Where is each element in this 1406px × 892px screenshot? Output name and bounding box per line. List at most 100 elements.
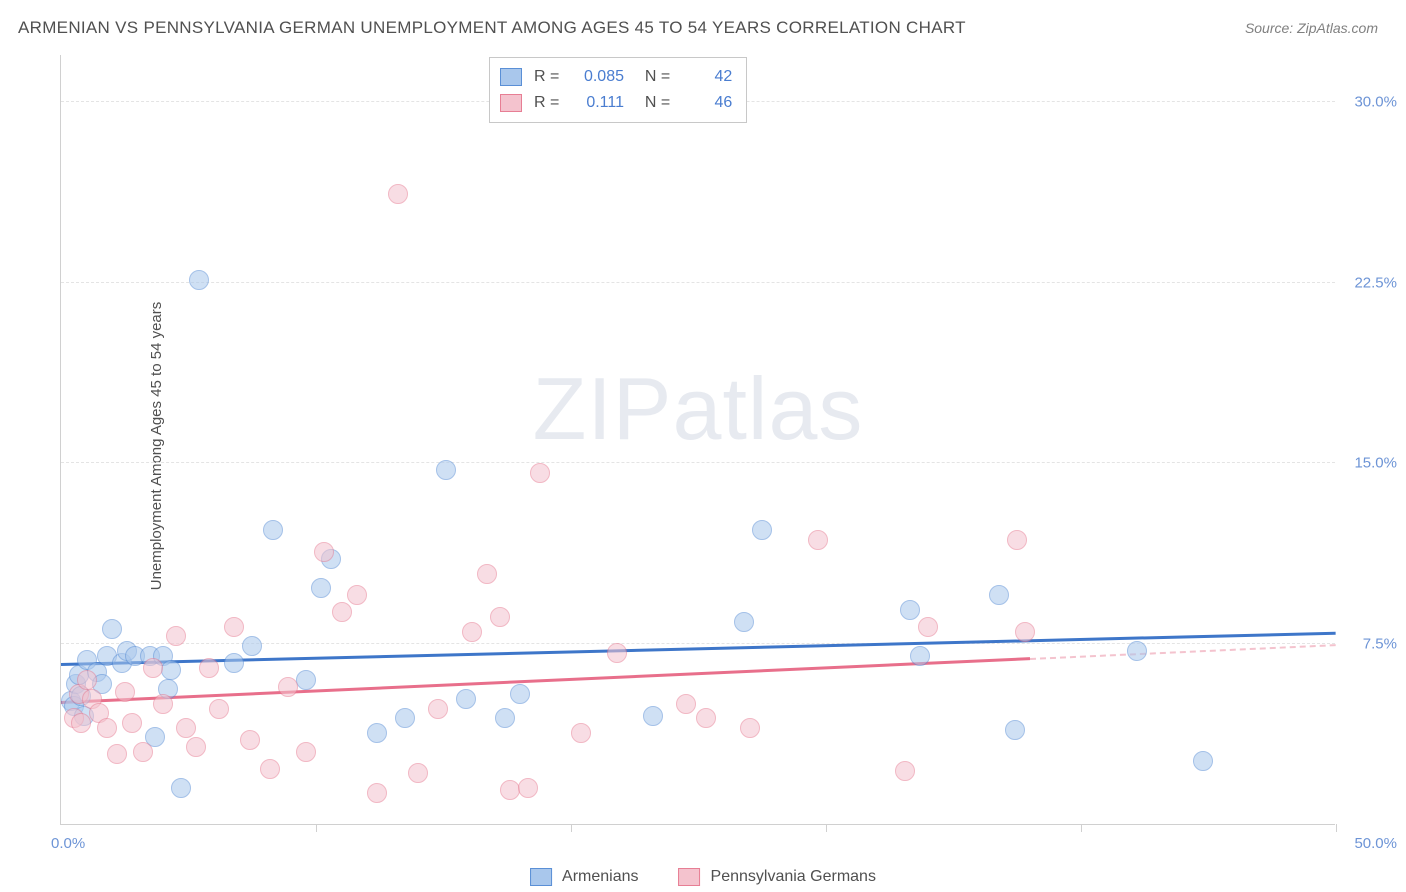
data-point-armenians xyxy=(171,778,191,798)
stats-row-series-1: R = 0.111 N = 46 xyxy=(500,90,732,116)
data-point-pennsylvania-germans xyxy=(314,542,334,562)
data-point-pennsylvania-germans xyxy=(260,759,280,779)
swatch-series-1 xyxy=(500,94,522,112)
r-value-0: 0.085 xyxy=(570,68,624,86)
n-value-1: 46 xyxy=(678,94,732,112)
data-point-pennsylvania-germans xyxy=(71,713,91,733)
x-tick xyxy=(1081,824,1082,832)
data-point-pennsylvania-germans xyxy=(97,718,117,738)
data-point-armenians xyxy=(1127,641,1147,661)
data-point-pennsylvania-germans xyxy=(1015,622,1035,642)
data-point-pennsylvania-germans xyxy=(166,626,186,646)
legend-label-1: Pennsylvania Germans xyxy=(711,868,876,886)
data-point-armenians xyxy=(296,670,316,690)
data-point-pennsylvania-germans xyxy=(176,718,196,738)
data-point-pennsylvania-germans xyxy=(347,585,367,605)
data-point-pennsylvania-germans xyxy=(477,564,497,584)
data-point-pennsylvania-germans xyxy=(490,607,510,627)
data-point-pennsylvania-germans xyxy=(278,677,298,697)
data-point-pennsylvania-germans xyxy=(367,783,387,803)
data-point-pennsylvania-germans xyxy=(808,530,828,550)
legend-label-0: Armenians xyxy=(562,868,638,886)
source-attribution: Source: ZipAtlas.com xyxy=(1245,20,1378,36)
data-point-pennsylvania-germans xyxy=(571,723,591,743)
x-axis-max: 50.0% xyxy=(1354,835,1397,852)
gridline: 15.0% xyxy=(61,462,1335,463)
data-point-pennsylvania-germans xyxy=(240,730,260,750)
data-point-armenians xyxy=(395,708,415,728)
data-point-pennsylvania-germans xyxy=(676,694,696,714)
data-point-pennsylvania-germans xyxy=(199,658,219,678)
data-point-pennsylvania-germans xyxy=(122,713,142,733)
trend-extrapolation-pennsylvania-germans xyxy=(1030,644,1336,660)
swatch-series-0 xyxy=(500,68,522,86)
x-tick xyxy=(571,824,572,832)
data-point-pennsylvania-germans xyxy=(918,617,938,637)
data-point-armenians xyxy=(900,600,920,620)
data-point-pennsylvania-germans xyxy=(1007,530,1027,550)
data-point-armenians xyxy=(643,706,663,726)
data-point-pennsylvania-germans xyxy=(296,742,316,762)
data-point-armenians xyxy=(734,612,754,632)
legend-item-1: Pennsylvania Germans xyxy=(679,868,876,886)
data-point-armenians xyxy=(495,708,515,728)
data-point-pennsylvania-germans xyxy=(428,699,448,719)
legend-item-0: Armenians xyxy=(530,868,638,886)
plot-area: ZIPatlas 7.5%15.0%22.5%30.0% R = 0.085 N… xyxy=(60,55,1335,825)
x-tick xyxy=(826,824,827,832)
n-value-0: 42 xyxy=(678,68,732,86)
chart-title: ARMENIAN VS PENNSYLVANIA GERMAN UNEMPLOY… xyxy=(18,18,966,38)
data-point-armenians xyxy=(989,585,1009,605)
x-axis-origin: 0.0% xyxy=(51,835,85,852)
data-point-pennsylvania-germans xyxy=(186,737,206,757)
data-point-pennsylvania-germans xyxy=(740,718,760,738)
y-tick-label: 22.5% xyxy=(1354,274,1397,291)
data-point-armenians xyxy=(367,723,387,743)
data-point-armenians xyxy=(752,520,772,540)
data-point-pennsylvania-germans xyxy=(518,778,538,798)
data-point-pennsylvania-germans xyxy=(500,780,520,800)
r-value-1: 0.111 xyxy=(570,94,624,112)
data-point-pennsylvania-germans xyxy=(530,463,550,483)
data-point-pennsylvania-germans xyxy=(143,658,163,678)
data-point-pennsylvania-germans xyxy=(408,763,428,783)
x-tick xyxy=(1336,824,1337,832)
x-tick xyxy=(316,824,317,832)
data-point-pennsylvania-germans xyxy=(462,622,482,642)
data-point-armenians xyxy=(189,270,209,290)
data-point-pennsylvania-germans xyxy=(388,184,408,204)
data-point-pennsylvania-germans xyxy=(107,744,127,764)
legend: Armenians Pennsylvania Germans xyxy=(530,868,876,886)
data-point-armenians xyxy=(1005,720,1025,740)
data-point-armenians xyxy=(161,660,181,680)
legend-swatch-1 xyxy=(679,868,701,886)
data-point-armenians xyxy=(102,619,122,639)
gridline: 22.5% xyxy=(61,282,1335,283)
data-point-pennsylvania-germans xyxy=(77,670,97,690)
data-point-armenians xyxy=(242,636,262,656)
data-point-pennsylvania-germans xyxy=(115,682,135,702)
data-point-armenians xyxy=(311,578,331,598)
data-point-armenians xyxy=(910,646,930,666)
watermark: ZIPatlas xyxy=(533,358,864,460)
data-point-pennsylvania-germans xyxy=(153,694,173,714)
y-tick-label: 30.0% xyxy=(1354,94,1397,111)
data-point-pennsylvania-germans xyxy=(133,742,153,762)
y-tick-label: 15.0% xyxy=(1354,455,1397,472)
data-point-pennsylvania-germans xyxy=(696,708,716,728)
stats-box: R = 0.085 N = 42 R = 0.111 N = 46 xyxy=(489,57,747,123)
y-tick-label: 7.5% xyxy=(1363,635,1397,652)
data-point-armenians xyxy=(436,460,456,480)
data-point-pennsylvania-germans xyxy=(332,602,352,622)
data-point-armenians xyxy=(224,653,244,673)
stats-row-series-0: R = 0.085 N = 42 xyxy=(500,64,732,90)
data-point-armenians xyxy=(1193,751,1213,771)
data-point-pennsylvania-germans xyxy=(209,699,229,719)
data-point-armenians xyxy=(456,689,476,709)
data-point-pennsylvania-germans xyxy=(224,617,244,637)
data-point-pennsylvania-germans xyxy=(895,761,915,781)
data-point-pennsylvania-germans xyxy=(607,643,627,663)
data-point-armenians xyxy=(510,684,530,704)
data-point-armenians xyxy=(263,520,283,540)
legend-swatch-0 xyxy=(530,868,552,886)
